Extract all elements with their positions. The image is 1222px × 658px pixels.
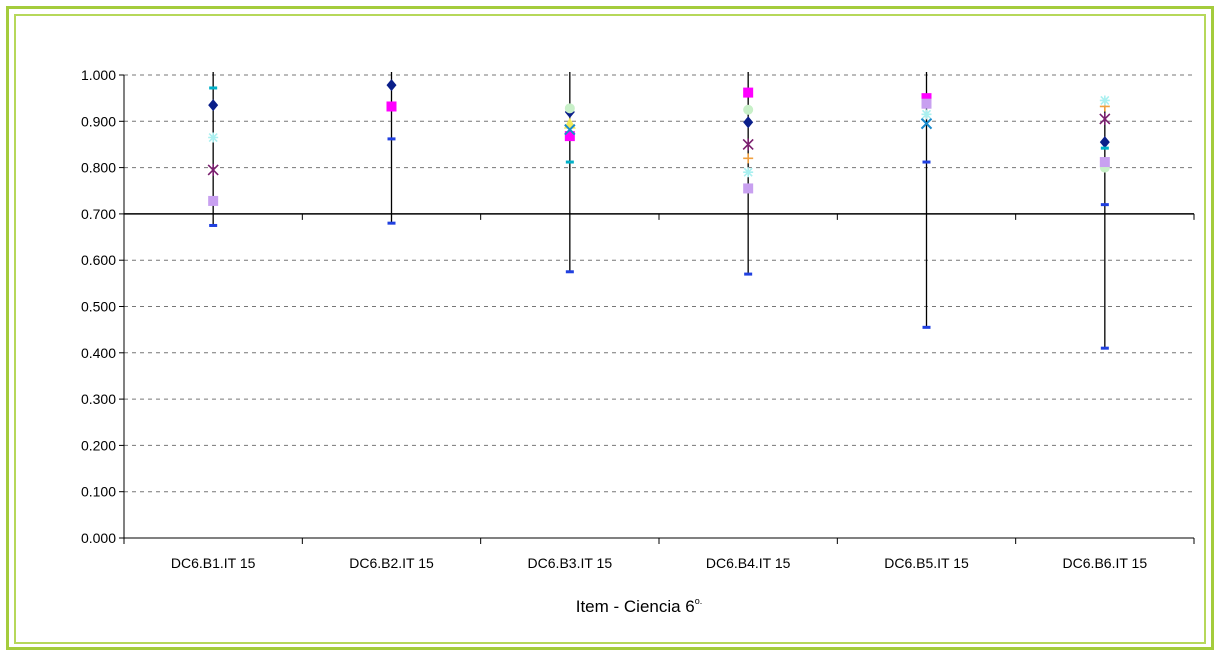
x-marker <box>920 117 933 130</box>
diamond-marker <box>1099 136 1110 149</box>
y-tick-label: 0.500 <box>81 299 116 315</box>
x-axis-title-superscript: o. <box>695 596 703 606</box>
asterisk-marker <box>921 109 932 120</box>
y-tick-label: 0.200 <box>81 437 116 453</box>
y-tick-label: 0.900 <box>81 113 116 129</box>
outer-frame <box>6 6 1214 650</box>
inner-frame <box>14 14 1206 644</box>
y-tick-label: 0.400 <box>81 345 116 361</box>
diamond-marker <box>386 79 397 92</box>
star-marker <box>1099 112 1111 125</box>
star-marker <box>742 138 754 151</box>
dash-marker <box>565 160 574 164</box>
asterisk-marker <box>208 132 219 143</box>
range-lines <box>212 72 1106 349</box>
dash-marker <box>387 221 396 225</box>
dash-marker <box>1100 346 1109 350</box>
x-tick-label: DC6.B1.IT 15 <box>171 555 256 571</box>
square-marker <box>743 183 754 194</box>
diamond-marker <box>208 99 219 112</box>
dash-marker <box>744 272 753 276</box>
y-tick-label: 0.300 <box>81 391 116 407</box>
x-tick-label: DC6.B3.IT 15 <box>528 555 613 571</box>
square-marker <box>208 195 219 206</box>
circle-marker <box>743 104 754 115</box>
y-tick-label: 0.100 <box>81 484 116 500</box>
y-tick-label: 0.600 <box>81 252 116 268</box>
triangle-marker <box>563 117 576 129</box>
x-tick-label: DC6.B5.IT 15 <box>884 555 969 571</box>
x-tick-label: DC6.B4.IT 15 <box>706 555 791 571</box>
dash-marker <box>209 223 218 227</box>
star-marker <box>207 163 219 176</box>
asterisk-marker <box>1099 95 1110 106</box>
y-tick-label: 0.800 <box>81 160 116 176</box>
asterisk-marker <box>743 167 754 178</box>
dash-marker <box>922 160 931 164</box>
y-tick-labels: 0.000 0.100 0.200 0.300 0.400 0.500 0.600 0.700… <box>81 67 116 546</box>
circle-marker <box>564 103 575 114</box>
x-tick-label: DC6.B2.IT 15 <box>349 555 434 571</box>
x-tick-labels: DC6.B1.IT 15 DC6.B2.IT 15 DC6.B3.IT 15 DC6.… <box>123 213 1195 571</box>
data-markers <box>207 79 1111 350</box>
y-tick-label: 1.000 <box>81 67 116 83</box>
dash-marker <box>922 325 931 329</box>
dash-marker <box>1100 203 1109 207</box>
x-axis-title-text: Item - Ciencia 6 <box>576 597 695 616</box>
dash-marker <box>209 86 218 90</box>
diamond-marker <box>743 116 754 129</box>
square-marker <box>1099 157 1110 168</box>
square-marker <box>386 101 397 112</box>
square-marker <box>743 87 754 98</box>
square-marker <box>921 98 932 109</box>
y-tick-label: 0.000 <box>81 530 116 546</box>
x-axis-title: Item - Ciencia 6o. <box>576 596 703 616</box>
dash-marker <box>387 137 396 141</box>
square-marker <box>564 131 575 142</box>
plus-marker <box>743 153 754 164</box>
x-tick-label: DC6.B6.IT 15 <box>1063 555 1148 571</box>
grid-lines <box>119 74 1194 539</box>
dash-marker <box>1100 146 1109 150</box>
square-marker <box>921 93 932 104</box>
y-tick-label: 0.700 <box>81 206 116 222</box>
dash-marker <box>565 270 574 274</box>
x-marker <box>564 123 576 136</box>
